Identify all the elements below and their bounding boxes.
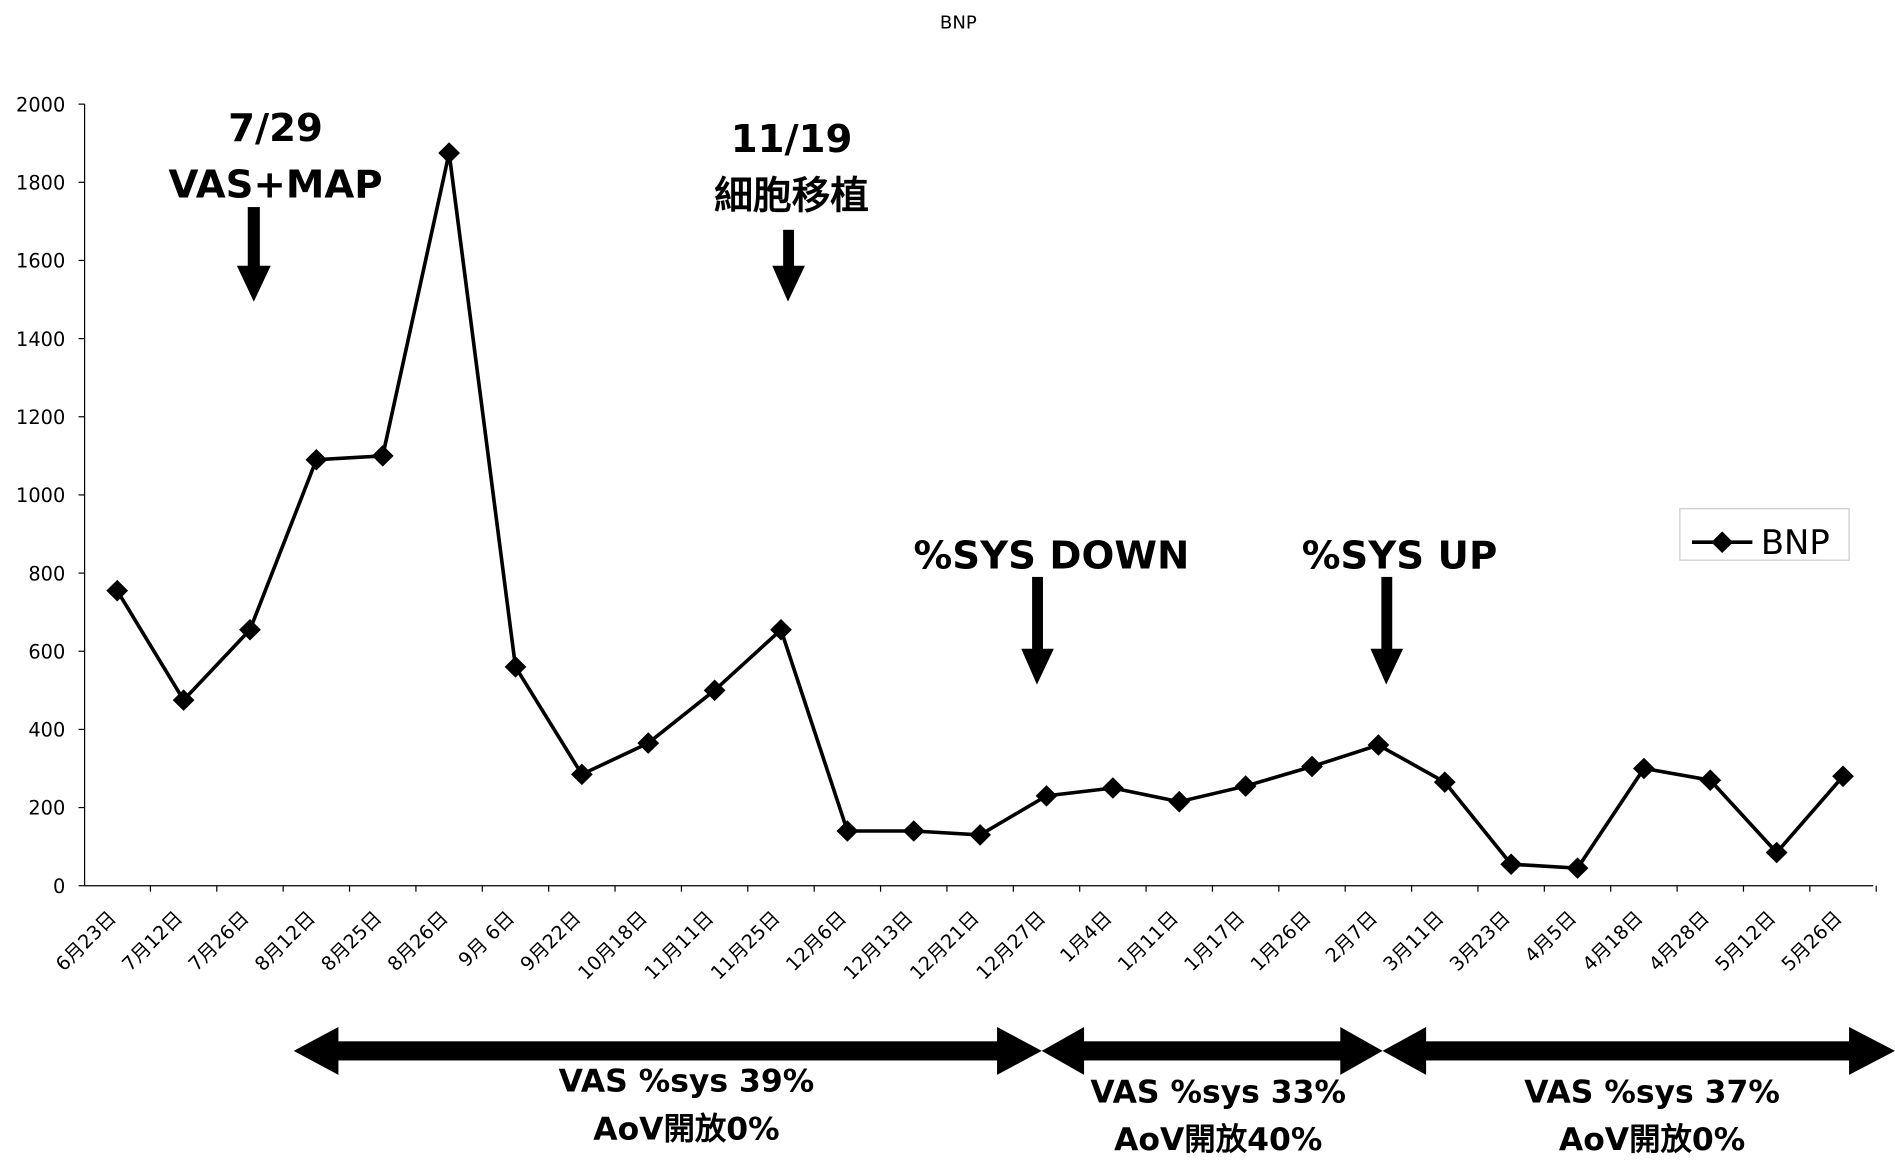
x-tick-label: 7月12日 (117, 907, 187, 976)
annotation: VAS+MAP (168, 163, 382, 208)
marker (172, 689, 195, 711)
annotation: %SYS UP (1302, 534, 1498, 579)
x-tick-label: 3月11日 (1379, 907, 1449, 976)
y-tick-label: 400 (28, 719, 65, 742)
period-label: AoV開放0% (593, 1112, 779, 1148)
annotation: 11/19 (731, 117, 853, 162)
marker (1035, 785, 1058, 807)
period-label: VAS %sys 39% (559, 1064, 815, 1100)
x-tick-label: 9月 6日 (454, 907, 519, 972)
marker (1301, 755, 1323, 778)
annotation: 細胞移植 (714, 173, 869, 218)
marker (637, 732, 660, 754)
line (115, 152, 1845, 870)
period-label: VAS %sys 37% (1524, 1075, 1780, 1111)
x-tick-label: 6月23日 (51, 907, 121, 976)
x-tick-label: 11月25日 (706, 907, 784, 985)
marker (1168, 790, 1191, 813)
chart-title: BNP (940, 13, 977, 34)
marker (703, 679, 726, 702)
x-tick-label: 7月26日 (184, 907, 254, 976)
marker (1566, 857, 1589, 879)
x-tick-label: 1月4日 (1055, 907, 1116, 967)
x-tick-label: 1月17日 (1179, 907, 1249, 976)
annotation: 7/29 (228, 106, 323, 151)
x-tick-label: 1月26日 (1246, 907, 1316, 976)
y-tick-label: 200 (28, 797, 65, 820)
marker (1433, 771, 1456, 793)
marker (570, 763, 593, 786)
x-tick-label: 5月26日 (1777, 907, 1847, 976)
x-tick-label: 12月21日 (905, 907, 983, 985)
x-tick-label: 4月28日 (1644, 907, 1714, 976)
legend-label: BNP (1761, 523, 1830, 562)
x-tick-label: 8月25日 (317, 907, 387, 976)
x-tick-label: 4月18日 (1578, 907, 1648, 976)
x-tick-label: 4月5日 (1520, 907, 1581, 967)
y-tick-label: 1000 (16, 484, 65, 507)
period-arrows (293, 1026, 1895, 1075)
legend-marker (1711, 531, 1734, 553)
x-tick-label: 8月26日 (383, 907, 453, 976)
y-tick-label: 1800 (16, 172, 65, 195)
legend-box (1679, 508, 1850, 561)
x-tick-label: 10月18日 (573, 907, 651, 985)
x-tick-label: 12月27日 (972, 907, 1050, 985)
x-tick-label: 8月12日 (250, 907, 320, 976)
marker (1765, 841, 1788, 864)
marker (969, 824, 992, 846)
marker (902, 820, 925, 842)
marker (1102, 777, 1124, 799)
y-tick-label: 2000 (16, 93, 65, 116)
marker (1234, 775, 1257, 797)
period-label: AoV開放0% (1559, 1122, 1745, 1158)
x-tick-label: 3月23日 (1445, 907, 1515, 976)
y-tick-label: 1400 (16, 328, 65, 351)
y-tick-label: 0 (53, 875, 65, 898)
marker (770, 618, 792, 641)
marker (1832, 765, 1854, 788)
down-arrows (236, 207, 1404, 685)
marker (106, 579, 129, 602)
marker (836, 820, 859, 842)
y-tick-label: 1200 (16, 406, 65, 429)
y-tick-label: 600 (28, 641, 65, 664)
x-tick-label: 5月12日 (1710, 907, 1780, 976)
marker (305, 448, 328, 471)
x-tick-label: 12月13日 (839, 907, 917, 985)
y-tick-label: 800 (28, 562, 65, 585)
period-label: VAS %sys 33% (1090, 1075, 1346, 1111)
x-tick-label: 11月11日 (640, 907, 718, 985)
marker (1500, 853, 1523, 876)
marker (1367, 734, 1390, 756)
marker (504, 656, 527, 678)
x-tick-label: 2月7日 (1321, 907, 1382, 967)
y-tick-label: 1600 (16, 250, 65, 273)
marker (371, 445, 394, 467)
annotation: %SYS DOWN (914, 534, 1190, 579)
marker (1633, 757, 1655, 780)
marker (438, 142, 460, 164)
marker (1699, 769, 1722, 791)
x-tick-label: 1月11日 (1113, 907, 1183, 976)
period-label: AoV開放40% (1114, 1122, 1322, 1158)
